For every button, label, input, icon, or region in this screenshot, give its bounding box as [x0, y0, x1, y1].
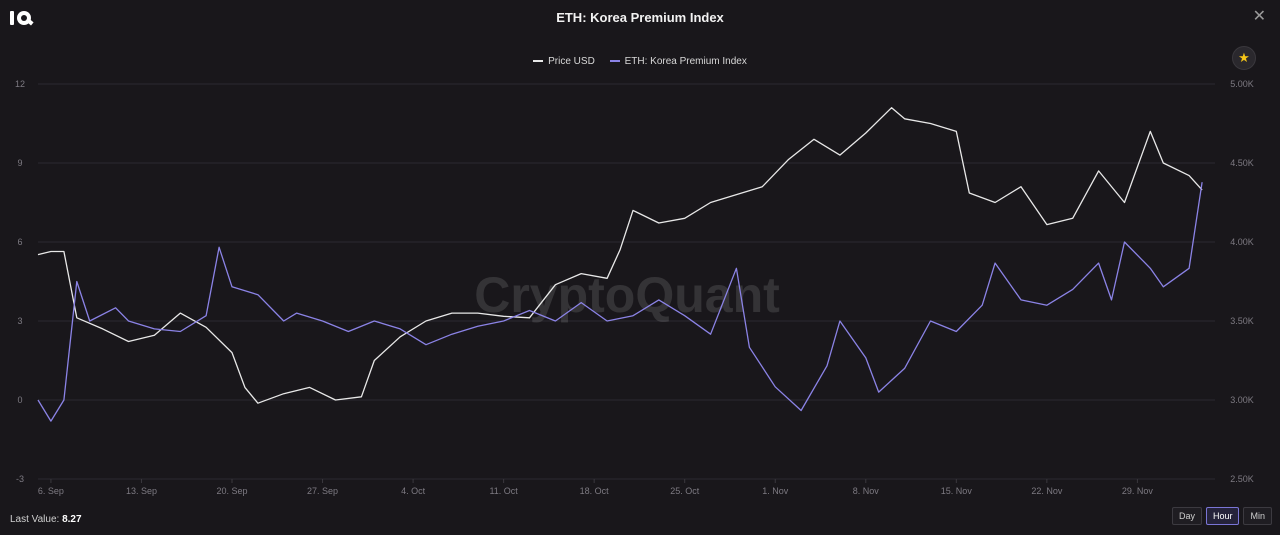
range-hour-button[interactable]: Hour	[1205, 507, 1240, 525]
x-tick-label: 25. Oct	[670, 486, 700, 496]
y-right-tick-label: 4.00K	[1230, 237, 1254, 247]
range-min-button[interactable]: Min	[1243, 507, 1272, 525]
y-right-tick-label: 3.50K	[1230, 316, 1254, 326]
y-left-tick-label: 0	[17, 395, 22, 405]
legend-label-price: Price USD	[548, 55, 595, 67]
x-tick-label: 20. Sep	[216, 486, 247, 496]
series-line-premium	[37, 182, 1203, 422]
close-icon[interactable]: ✕	[1252, 8, 1266, 25]
legend-item-price[interactable]: Price USD	[533, 56, 595, 67]
y-right-tick-label: 5.00K	[1230, 79, 1254, 89]
x-tick-label: 13. Sep	[126, 486, 157, 496]
x-tick-label: 11. Oct	[489, 486, 518, 496]
legend-swatch-price	[533, 60, 544, 62]
favorite-button[interactable]: ★	[1232, 46, 1256, 70]
x-tick-label: 18. Oct	[580, 486, 610, 496]
x-tick-label: 1. Nov	[762, 486, 789, 496]
last-value-number: 8.27	[62, 514, 82, 525]
chart-title: ETH: Korea Premium Index	[556, 10, 724, 25]
cryptoquant-logo[interactable]	[10, 10, 34, 26]
x-tick-label: 22. Nov	[1031, 486, 1063, 496]
legend-item-premium[interactable]: ETH: Korea Premium Index	[609, 55, 747, 67]
last-value-label: Last Value:	[10, 514, 60, 525]
y-left-tick-label: 3	[17, 316, 22, 326]
range-day-button[interactable]: Day	[1171, 507, 1202, 525]
y-right-tick-label: 2.50K	[1230, 474, 1254, 484]
x-tick-label: 27. Sep	[307, 486, 338, 496]
legend-swatch-premium	[609, 60, 620, 62]
watermark: CryptoQuant	[474, 267, 780, 323]
series-line-price	[37, 107, 1203, 404]
y-right-tick-label: 3.00K	[1230, 395, 1254, 405]
legend-label-premium: ETH: Korea Premium Index	[624, 55, 747, 67]
y-right-tick-label: 4.50K	[1230, 158, 1254, 168]
logo-mark-icon	[10, 11, 34, 26]
y-left-tick-label: 12	[15, 79, 25, 89]
range-selector: Day Hour Min	[1171, 507, 1272, 525]
x-tick-label: 29. Nov	[1122, 486, 1154, 496]
last-value: Last Value: 8.27	[10, 514, 82, 525]
y-left-tick-label: 6	[17, 237, 22, 247]
chart-legend: Price USD ETH: Korea Premium Index	[0, 54, 1280, 67]
y-left-tick-label: -3	[16, 474, 24, 484]
y-left-tick-label: 9	[17, 158, 22, 168]
star-icon: ★	[1238, 50, 1250, 65]
x-tick-label: 6. Sep	[38, 486, 64, 496]
x-tick-label: 4. Oct	[401, 486, 426, 496]
x-tick-label: 15. Nov	[941, 486, 973, 496]
x-tick-label: 8. Nov	[853, 486, 880, 496]
